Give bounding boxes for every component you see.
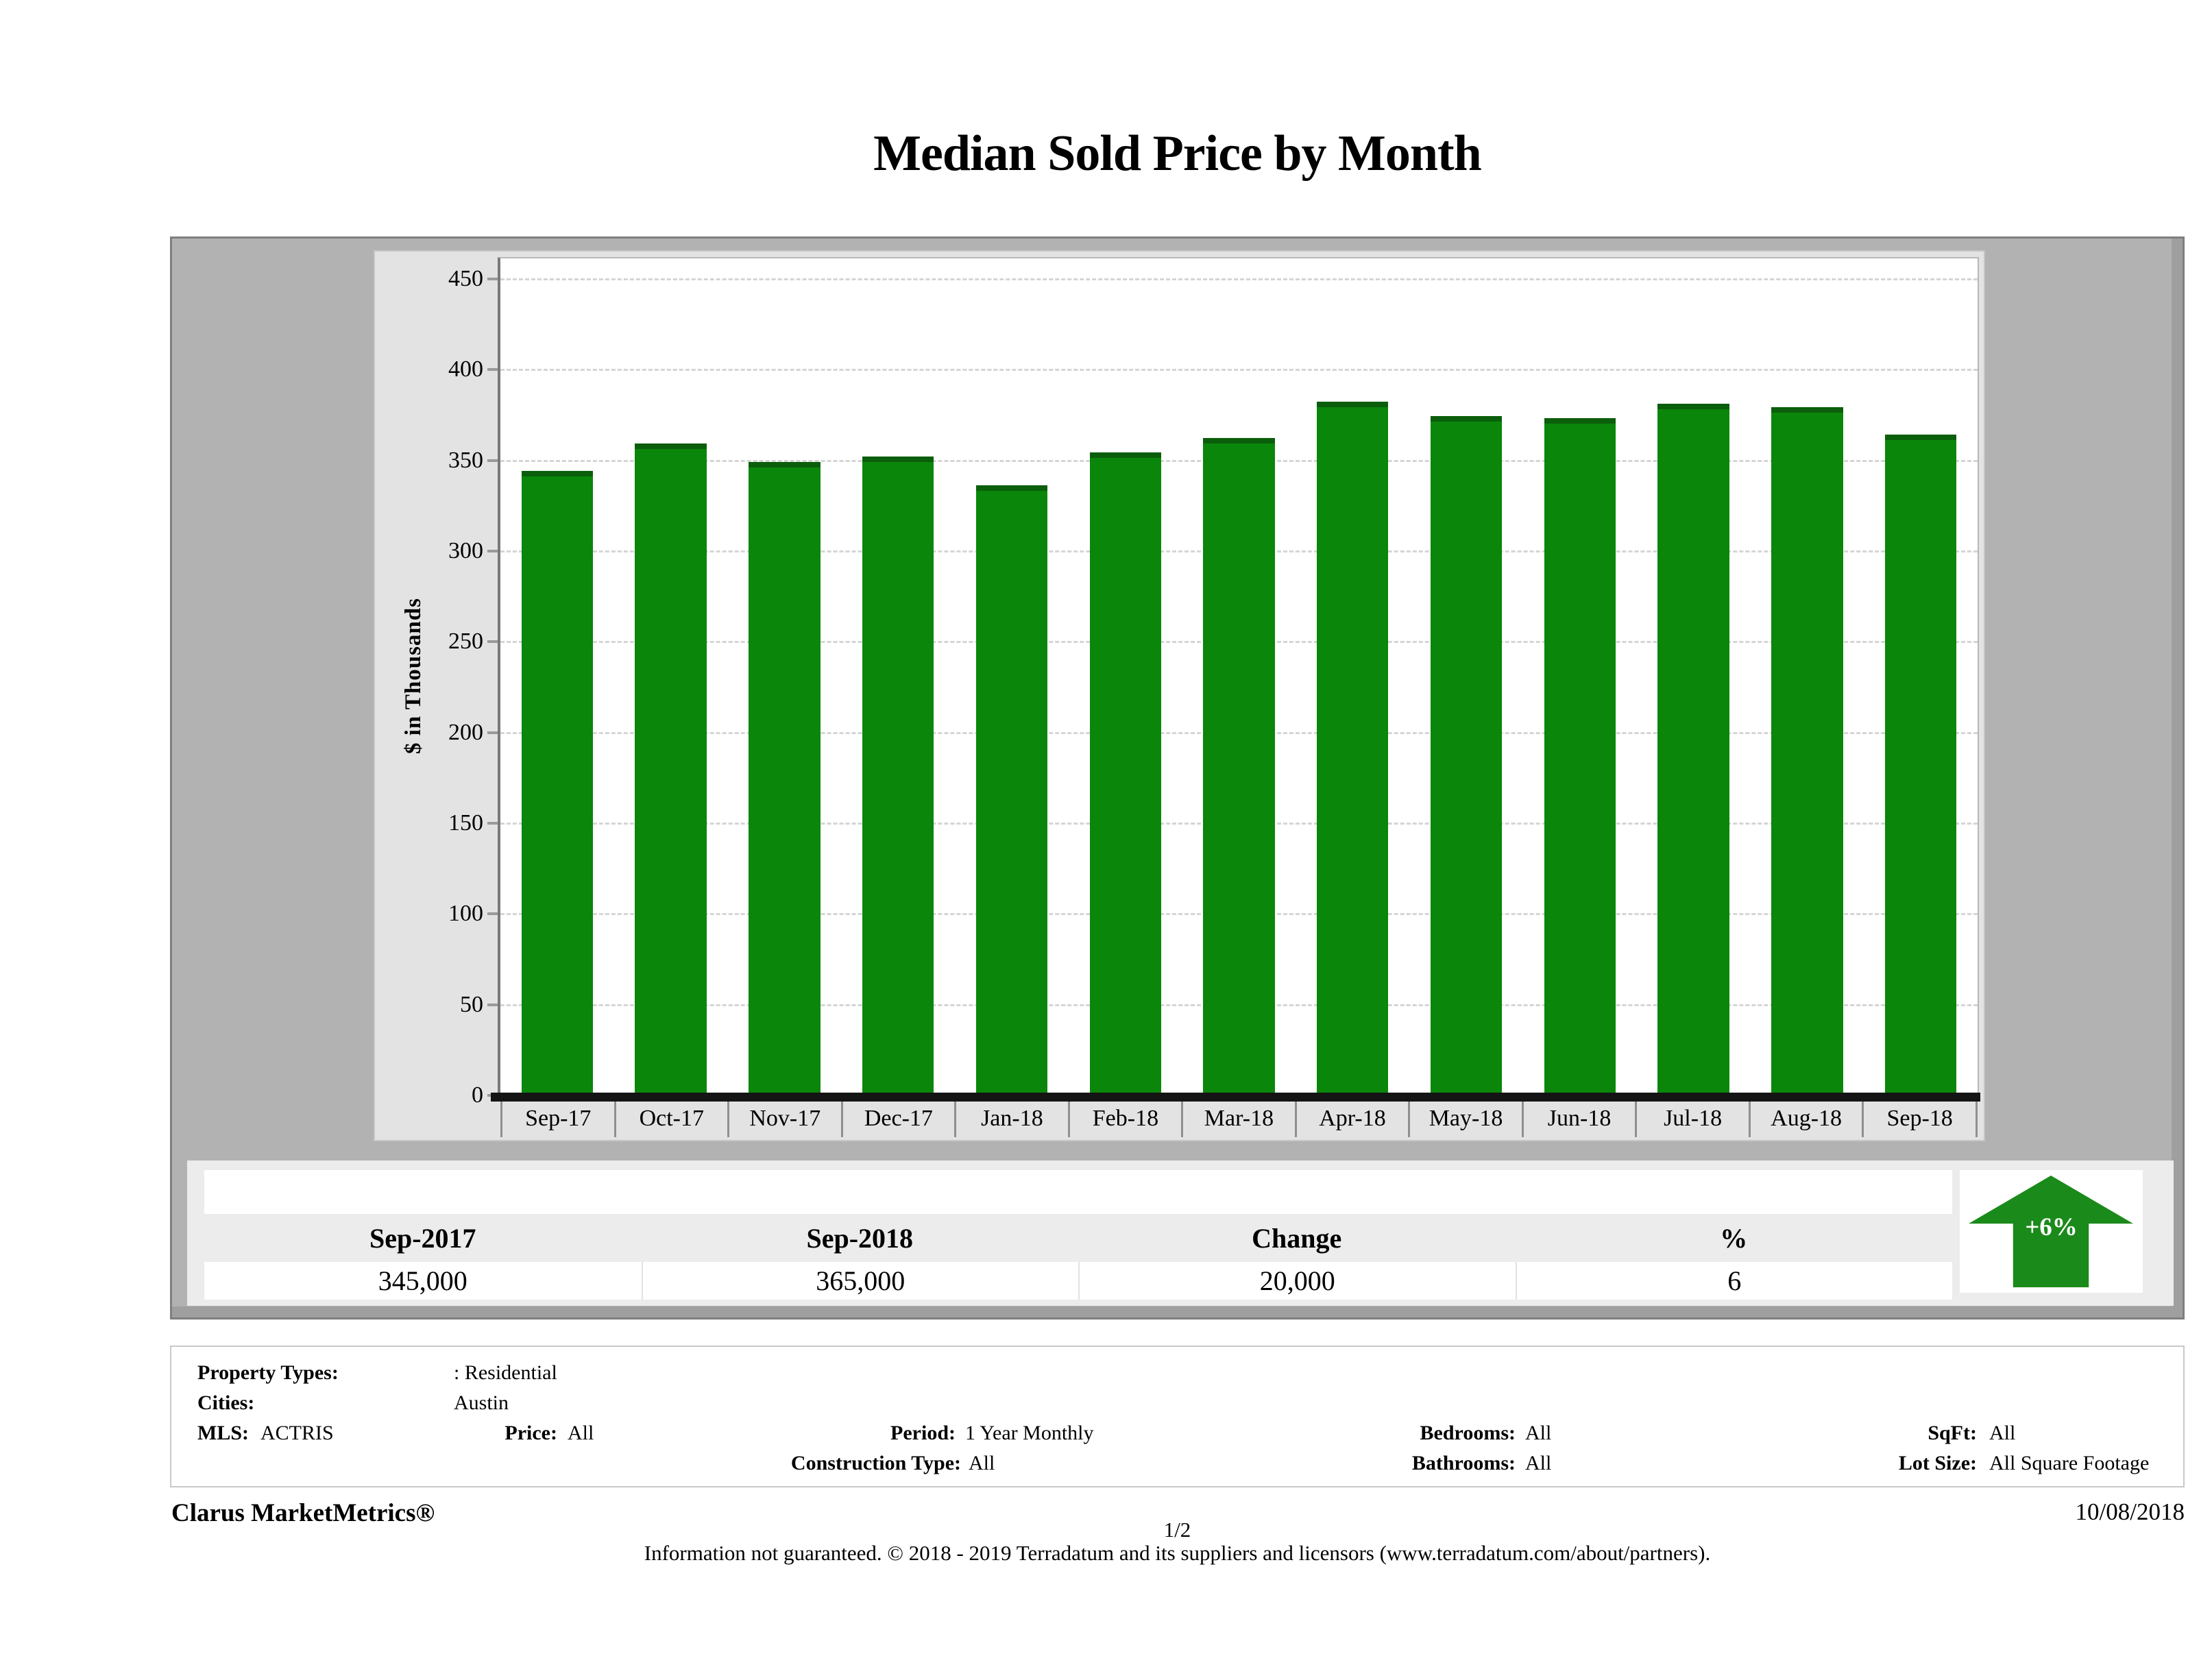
bar-slot-Dec-17 (841, 258, 955, 1097)
y-tick-300: 300 (448, 537, 498, 563)
report-title: Median Sold Price by Month (873, 125, 1482, 182)
property-types-label: Property Types: (197, 1361, 339, 1384)
x-label-Jan-18: Jan-18 (956, 1102, 1070, 1137)
trend-percent-label: +6% (2025, 1213, 2078, 1241)
summary-header-row: Sep-2017 Sep-2018 Change% (204, 1214, 1952, 1262)
bar-slot-Aug-18 (1750, 258, 1864, 1097)
construction-type-label: Construction Type: (790, 1452, 961, 1474)
bar-Mar-18 (1203, 438, 1275, 1097)
x-label-Mar-18: Mar-18 (1183, 1102, 1297, 1137)
bar-slot-Jul-18 (1637, 258, 1751, 1097)
bar-slot-Feb-18 (1069, 258, 1182, 1097)
summary-panel: Sep-2017 Sep-2018 Change% 345,000 365,000 20… (187, 1160, 2174, 1306)
y-tick-450: 450 (448, 265, 498, 291)
y-tick-50: 50 (460, 991, 498, 1017)
property-types-value: : Residential (454, 1361, 557, 1384)
bar-slot-May-18 (1409, 258, 1523, 1097)
x-axis-line (491, 1093, 1980, 1102)
bar-Jul-18 (1657, 403, 1729, 1097)
x-label-Jul-18: Jul-18 (1637, 1102, 1751, 1137)
x-label-Feb-18: Feb-18 (1070, 1102, 1184, 1137)
summary-value-2: 20,000 (1078, 1262, 1516, 1300)
summary-header-1: Sep-2018 (806, 1222, 914, 1254)
bar-slot-Nov-17 (728, 258, 842, 1097)
summary-value-row: 345,000 365,000 20,000 6 (204, 1262, 1952, 1300)
chart-band: $ in Thousands 0 50 100 150 200 250 300 350 400 4… (170, 236, 2185, 1320)
bar-slot-Sep-17 (500, 258, 614, 1097)
bar-slot-Sep-18 (1864, 258, 1978, 1097)
trend-indicator: +6% (1960, 1170, 2143, 1293)
gridline-450 (500, 278, 1978, 280)
footer-date: 10/08/2018 (2075, 1498, 2185, 1525)
x-label-Apr-18: Apr-18 (1297, 1102, 1411, 1137)
cities-value: Austin (454, 1391, 509, 1414)
bar-Nov-17 (749, 461, 821, 1097)
y-axis-tick-labels: 0 50 100 150 200 250 300 350 400 450 (375, 257, 498, 1107)
bar-Oct-17 (635, 443, 707, 1097)
plot-area (498, 257, 1979, 1097)
y-tick-0: 0 (472, 1082, 498, 1108)
footer-brand: Clarus MarketMetrics® (171, 1499, 435, 1527)
mls-label: MLS: (197, 1422, 249, 1444)
x-label-Dec-17: Dec-17 (843, 1102, 957, 1137)
footer-page-number: 1/2 (1163, 1518, 1191, 1542)
bar-slot-Jan-18 (955, 258, 1069, 1097)
bathrooms-value: All (1525, 1452, 1552, 1474)
bar-Sep-17 (521, 470, 594, 1097)
x-label-Sep-17: Sep-17 (502, 1102, 616, 1137)
bedrooms-value: All (1525, 1422, 1552, 1444)
bar-Dec-17 (862, 456, 934, 1097)
summary-value-0: 345,000 (378, 1265, 467, 1296)
bar-Jan-18 (975, 485, 1048, 1097)
y-tick-350: 350 (448, 447, 498, 473)
x-axis-labels: Sep-17 Oct-17 Nov-17 Dec-17 Jan-18 Feb-18 Mar-… (500, 1102, 1978, 1137)
summary-header-2: Change (1252, 1222, 1342, 1254)
y-tick-200: 200 (448, 719, 498, 745)
x-label-Sep-18: Sep-18 (1864, 1102, 1978, 1137)
x-label-Nov-17: Nov-17 (729, 1102, 843, 1137)
price-value: All (568, 1422, 594, 1444)
sqft-label: SqFt: (1928, 1422, 1977, 1444)
bathrooms-label: Bathrooms: (1411, 1452, 1516, 1474)
chart-panel: $ in Thousands 0 50 100 150 200 250 300 350 400 4… (374, 250, 1985, 1141)
summary-header-0: Sep-2017 (369, 1222, 476, 1254)
filters-box: Property Types: : Residential Cities: Au… (170, 1346, 2185, 1487)
y-tick-100: 100 (448, 901, 498, 927)
sqft-value: All (1989, 1422, 2016, 1444)
x-label-May-18: May-18 (1410, 1102, 1524, 1137)
y-tick-150: 150 (448, 810, 498, 836)
y-tick-250: 250 (448, 629, 498, 655)
x-label-Jun-18: Jun-18 (1524, 1102, 1638, 1137)
lot-size-label: Lot Size: (1898, 1452, 1977, 1474)
bar-Feb-18 (1089, 452, 1161, 1097)
summary-blank-row (204, 1170, 1952, 1214)
summary-value-1: 365,000 (641, 1262, 1079, 1300)
gridline-400 (500, 369, 1978, 372)
footer-disclaimer: Information not guaranteed. © 2018 - 201… (644, 1541, 1711, 1565)
bedrooms-label: Bedrooms: (1420, 1422, 1516, 1444)
lot-size-value: All Square Footage (1989, 1452, 2150, 1474)
summary-value-3: 6 (1515, 1262, 1953, 1300)
bar-Apr-18 (1317, 402, 1389, 1097)
y-tick-400: 400 (448, 356, 498, 382)
bar-May-18 (1430, 416, 1503, 1097)
bar-Sep-18 (1884, 434, 1957, 1097)
x-label-Oct-17: Oct-17 (616, 1102, 730, 1137)
summary-header-3: % (1720, 1222, 1748, 1254)
period-label: Period: (890, 1422, 956, 1444)
mls-value: ACTRIS (260, 1422, 334, 1444)
bar-series (500, 258, 1978, 1097)
cities-label: Cities: (197, 1391, 255, 1414)
bar-slot-Jun-18 (1523, 258, 1637, 1097)
bar-Aug-18 (1771, 407, 1843, 1097)
x-label-Aug-18: Aug-18 (1751, 1102, 1864, 1137)
bar-slot-Apr-18 (1296, 258, 1409, 1097)
bar-Jun-18 (1544, 417, 1616, 1097)
period-value: 1 Year Monthly (965, 1422, 1094, 1444)
bar-slot-Oct-17 (614, 258, 728, 1097)
construction-type-value: All (969, 1452, 995, 1474)
bar-slot-Mar-18 (1182, 258, 1296, 1097)
price-label: Price: (505, 1422, 557, 1444)
